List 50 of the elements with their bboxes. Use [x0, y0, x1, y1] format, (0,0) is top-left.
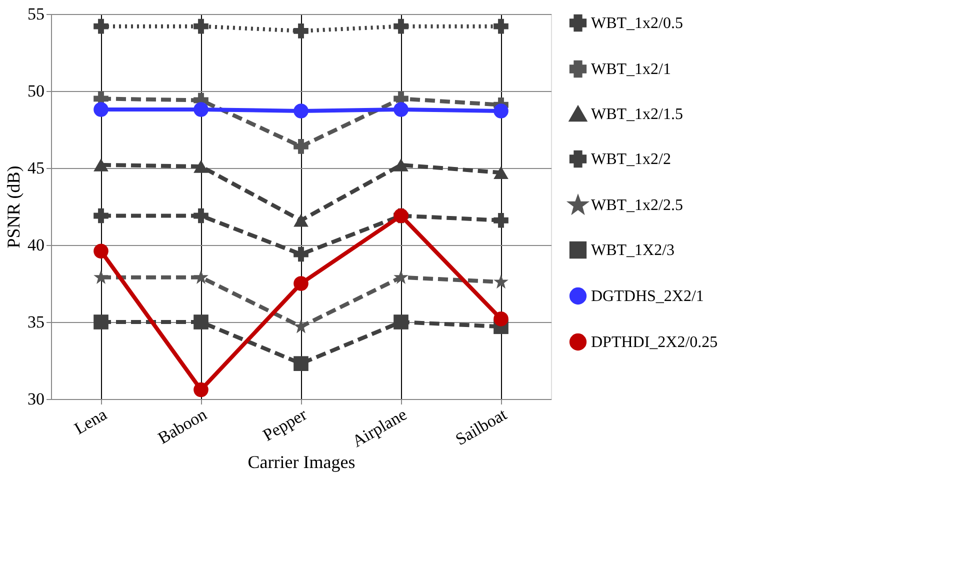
point: [294, 356, 308, 371]
x-axis-title: Carrier Images: [248, 452, 356, 472]
point: [294, 246, 308, 262]
point: [194, 208, 208, 224]
y-tick-label: 40: [28, 236, 44, 254]
point: [494, 166, 508, 180]
y-tick-label: 30: [28, 390, 44, 408]
point: [394, 314, 408, 330]
point: [94, 102, 108, 117]
point: [194, 382, 208, 398]
point: [294, 319, 308, 334]
x-tick-label: Lena: [71, 404, 110, 438]
point: [194, 314, 208, 330]
point: [494, 274, 508, 289]
y-tick-label: 50: [28, 82, 44, 100]
point: [94, 270, 108, 284]
legend-label: WBT_1x2/1.5: [591, 106, 683, 123]
point: [494, 104, 508, 118]
point: [494, 212, 508, 228]
point: [494, 312, 508, 326]
point: [194, 160, 208, 173]
y-tick-label: 35: [28, 312, 44, 332]
y-axis-title: PSNR (dB): [4, 166, 24, 248]
point: [394, 158, 408, 172]
point: [294, 139, 308, 154]
point: [394, 18, 408, 34]
point: [94, 18, 108, 34]
point: [394, 270, 408, 284]
point: [394, 102, 408, 117]
point: [194, 270, 208, 284]
y-tick-label: 45: [28, 158, 44, 178]
legend-label: DGTDHS_2X2/1: [591, 288, 704, 305]
point: [94, 208, 108, 224]
y-tick-label: 55: [28, 4, 44, 24]
point: [294, 276, 308, 291]
point: [194, 102, 208, 117]
legend-label: WBT_1x2/1: [591, 61, 671, 78]
point: [294, 104, 308, 118]
point: [294, 214, 308, 227]
legend-label: WBT_1X2/3: [591, 242, 675, 259]
legend-label: WBT_1x2/2: [591, 151, 671, 168]
legend-label: WBT_1x2/0.5: [591, 15, 683, 32]
point: [94, 158, 108, 172]
point: [94, 244, 108, 259]
point: [294, 24, 308, 38]
legend-label: DPTHDI_2X2/0.25: [591, 334, 718, 351]
legend-label: WBT_1x2/2.5: [591, 197, 683, 214]
point: [494, 18, 508, 34]
point: [194, 18, 208, 34]
point: [94, 314, 108, 330]
